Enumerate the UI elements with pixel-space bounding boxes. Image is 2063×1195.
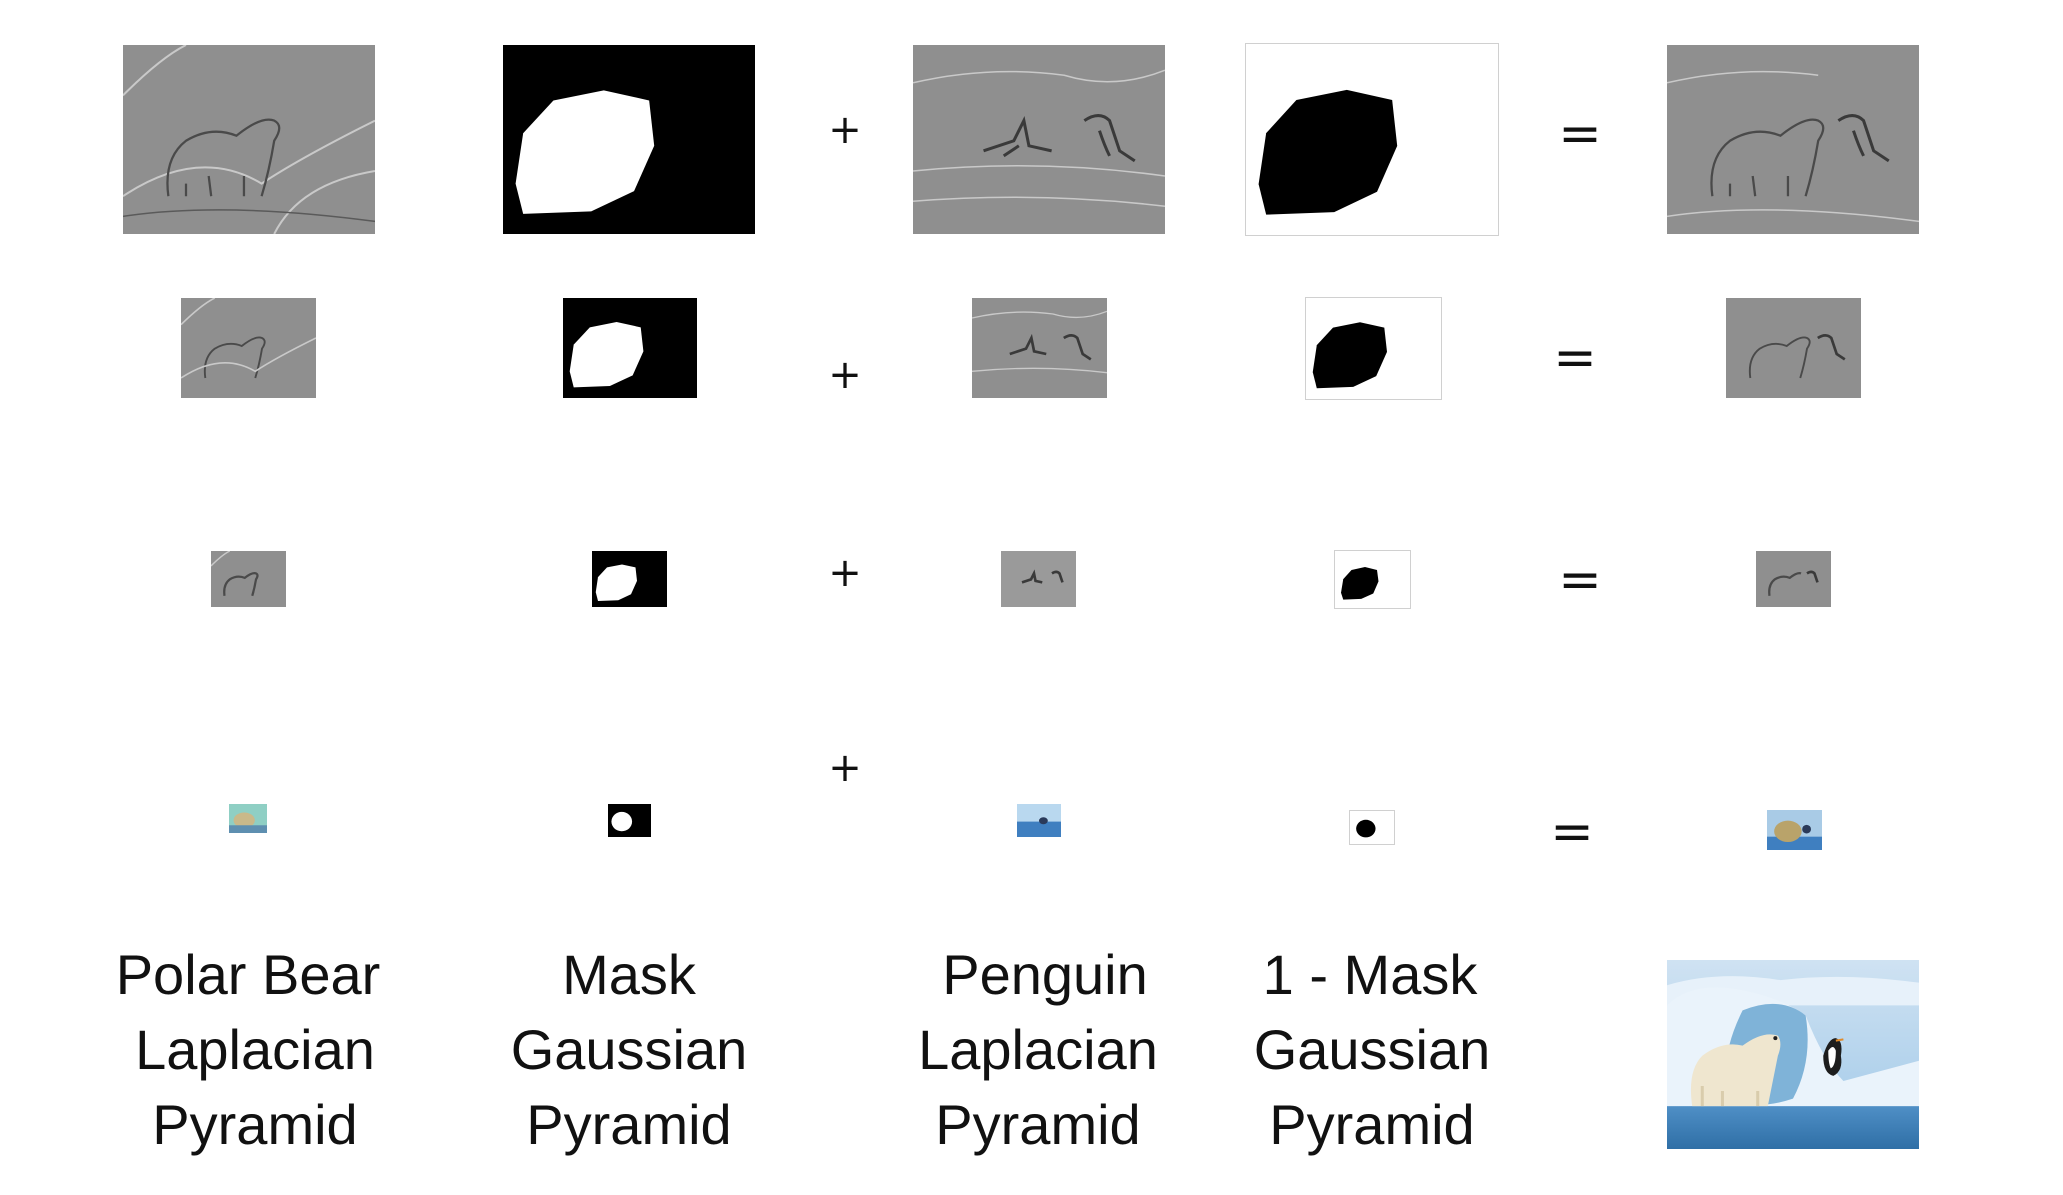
- inverse-mask-gaussian-level-2: [1305, 297, 1442, 400]
- penguin-laplacian-level-1: [913, 45, 1165, 234]
- mask-gaussian-pyramid-label: Mask Gaussian Pyramid: [510, 943, 748, 1156]
- inverse-mask-gaussian-level-1: [1245, 43, 1499, 236]
- blended-laplacian-level-3: [1756, 551, 1831, 607]
- blended-laplacian-level-1: [1667, 45, 1919, 234]
- blended-result-image: [1667, 960, 1919, 1149]
- polar-bear-laplacian-level-1: [123, 45, 375, 234]
- mask-gaussian-level-4: [608, 804, 651, 837]
- polar-bear-laplacian-pyramid-label: Polar Bear Laplacian Pyramid: [115, 943, 381, 1156]
- equals-operator-1: =: [1558, 104, 1602, 164]
- penguin-laplacian-level-2: [972, 298, 1107, 398]
- mask-gaussian-level-2: [563, 298, 697, 398]
- plus-operator-1: +: [828, 107, 862, 153]
- equals-operator-4: =: [1550, 802, 1594, 862]
- inverse-mask-gaussian-pyramid-label: 1 - Mask Gaussian Pyramid: [1253, 943, 1491, 1156]
- polar-bear-gaussian-residual: [229, 804, 267, 833]
- penguin-gaussian-residual: [1017, 804, 1061, 837]
- plus-operator-3: +: [828, 550, 862, 596]
- mask-gaussian-level-1: [503, 45, 755, 234]
- plus-operator-2: +: [828, 352, 862, 398]
- polar-bear-laplacian-level-2: [181, 298, 316, 398]
- plus-operator-4: +: [828, 745, 862, 791]
- equals-operator-3: =: [1558, 550, 1602, 610]
- equals-operator-2: =: [1553, 328, 1597, 388]
- mask-gaussian-level-3: [592, 551, 667, 607]
- blended-laplacian-level-2: [1726, 298, 1861, 398]
- polar-bear-laplacian-level-3: [211, 551, 286, 607]
- penguin-laplacian-pyramid-label: Penguin Laplacian Pyramid: [918, 943, 1158, 1156]
- penguin-laplacian-level-3: [1001, 551, 1076, 607]
- inverse-mask-gaussian-level-3: [1334, 550, 1411, 609]
- blended-gaussian-residual: [1767, 810, 1822, 850]
- inverse-mask-gaussian-level-4: [1349, 810, 1395, 845]
